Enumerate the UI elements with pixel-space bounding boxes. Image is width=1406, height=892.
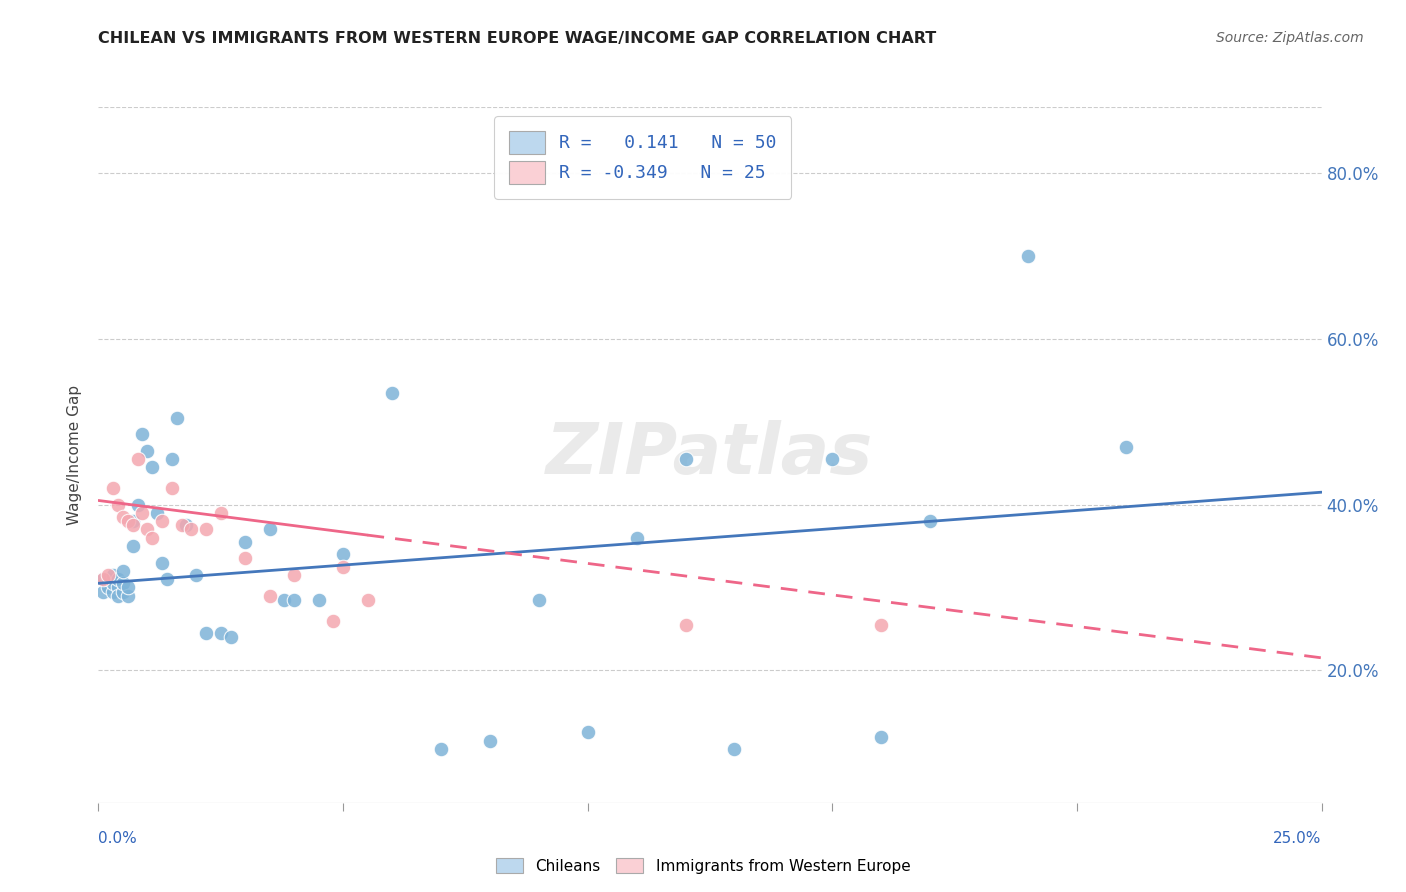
Point	[576, 725, 599, 739]
Text: CHILEAN VS IMMIGRANTS FROM WESTERN EUROPE WAGE/INCOME GAP CORRELATION CHART: CHILEAN VS IMMIGRANTS FROM WESTERN EUROP…	[98, 31, 936, 46]
Point	[1017, 249, 1039, 263]
Point	[136, 443, 159, 458]
Point	[101, 481, 124, 495]
Point	[97, 581, 120, 595]
Point	[107, 498, 129, 512]
Point	[160, 452, 183, 467]
Point	[322, 614, 344, 628]
Point	[111, 510, 134, 524]
Point	[332, 559, 354, 574]
Point	[675, 452, 697, 467]
Point	[209, 626, 232, 640]
Point	[283, 568, 305, 582]
Point	[131, 427, 153, 442]
Point	[219, 630, 242, 644]
Point	[527, 592, 550, 607]
Point	[107, 581, 129, 595]
Point	[273, 592, 295, 607]
Point	[170, 518, 193, 533]
Point	[141, 460, 163, 475]
Point	[121, 539, 143, 553]
Point	[723, 742, 745, 756]
Point	[186, 568, 208, 582]
Text: 25.0%: 25.0%	[1274, 831, 1322, 846]
Point	[176, 518, 198, 533]
Point	[97, 568, 120, 582]
Point	[478, 733, 501, 747]
Point	[233, 551, 256, 566]
Point	[107, 589, 129, 603]
Point	[107, 572, 129, 586]
Point	[111, 584, 134, 599]
Point	[111, 576, 134, 591]
Point	[160, 481, 183, 495]
Legend: Chileans, Immigrants from Western Europe: Chileans, Immigrants from Western Europe	[489, 852, 917, 880]
Point	[91, 572, 114, 586]
Point	[675, 617, 697, 632]
Point	[97, 572, 120, 586]
Point	[381, 385, 404, 400]
Point	[870, 730, 893, 744]
Point	[259, 523, 281, 537]
Point	[870, 617, 893, 632]
Point	[166, 410, 188, 425]
Point	[209, 506, 232, 520]
Point	[117, 514, 139, 528]
Point	[111, 564, 134, 578]
Point	[821, 452, 844, 467]
Point	[356, 592, 378, 607]
Point	[150, 514, 173, 528]
Point	[117, 589, 139, 603]
Point	[101, 568, 124, 582]
Point	[259, 589, 281, 603]
Y-axis label: Wage/Income Gap: Wage/Income Gap	[67, 384, 83, 525]
Point	[127, 498, 149, 512]
Point	[91, 572, 114, 586]
Point	[156, 572, 179, 586]
Point	[136, 523, 159, 537]
Point	[1115, 440, 1137, 454]
Point	[101, 576, 124, 591]
Point	[91, 584, 114, 599]
Point	[146, 506, 169, 520]
Point	[195, 523, 218, 537]
Point	[121, 514, 143, 528]
Text: 0.0%: 0.0%	[98, 831, 138, 846]
Point	[117, 581, 139, 595]
Point	[180, 523, 202, 537]
Point	[233, 535, 256, 549]
Point	[101, 584, 124, 599]
Text: Source: ZipAtlas.com: Source: ZipAtlas.com	[1216, 31, 1364, 45]
Point	[430, 742, 453, 756]
Text: ZIPatlas: ZIPatlas	[547, 420, 873, 490]
Point	[121, 518, 143, 533]
Point	[131, 506, 153, 520]
Point	[308, 592, 330, 607]
Point	[150, 556, 173, 570]
Point	[127, 452, 149, 467]
Point	[283, 592, 305, 607]
Point	[195, 626, 218, 640]
Point	[920, 514, 942, 528]
Point	[141, 531, 163, 545]
Point	[332, 547, 354, 561]
Legend: R =   0.141   N = 50, R = -0.349   N = 25: R = 0.141 N = 50, R = -0.349 N = 25	[495, 116, 792, 199]
Point	[626, 531, 648, 545]
